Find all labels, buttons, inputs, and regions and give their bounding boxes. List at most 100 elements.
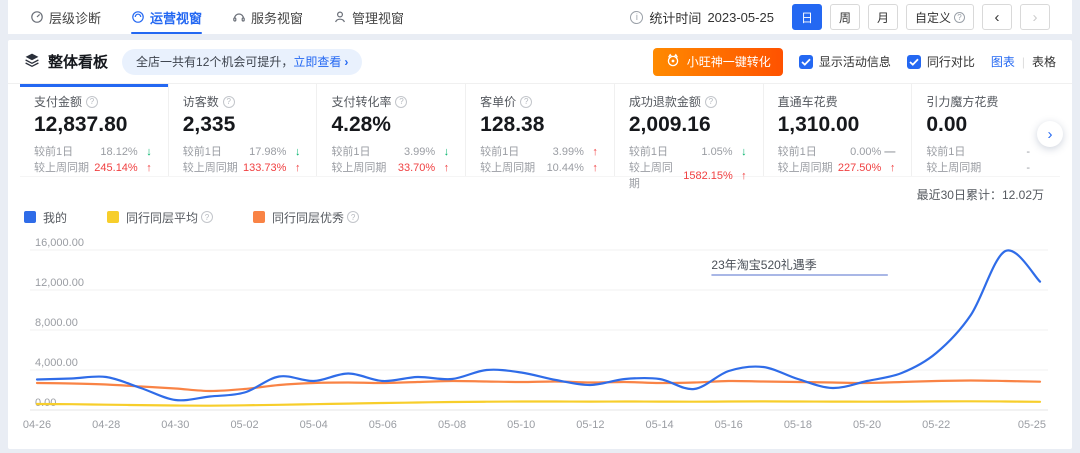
tab-service-view[interactable]: 服务视窗: [232, 0, 303, 34]
metric-card-ylmf-spend[interactable]: 引力魔方花费 0.00 较前1日 - 较上周同期 -: [912, 84, 1060, 176]
operations-icon: [131, 10, 145, 24]
trend-line-chart: 0.004,000.008,000.0012,000.0016,000.0004…: [23, 237, 1048, 431]
svg-text:05-25: 05-25: [1018, 419, 1046, 431]
stat-time-label: 统计时间: [649, 10, 702, 26]
period-week-button[interactable]: 周: [829, 4, 860, 30]
cards-next-button[interactable]: [1037, 121, 1063, 147]
period-custom-label: 自定义: [914, 10, 951, 25]
compare-value: -: [1026, 146, 1031, 158]
legend-label: 同行同层优秀: [272, 210, 345, 225]
metric-title: 成功退款金额: [628, 95, 701, 109]
metric-card-ztc-spend[interactable]: 直通车花费 1,310.00 较前1日 0.00% — 较上周同期 227.50% ↑: [764, 84, 913, 176]
metric-cards-row: 支付金额 12,837.80 较前1日 18.12% ↓ 较上周同期 245.14% ↑…: [20, 84, 1060, 190]
trend-arrow-icon: ↑: [443, 162, 450, 174]
period-day-button[interactable]: 日: [791, 4, 822, 30]
compare-value: 3.99%: [552, 146, 584, 158]
divider: |: [1021, 54, 1025, 69]
period-custom-button[interactable]: 自定义: [905, 4, 974, 30]
page-title: 整体看板: [48, 54, 109, 71]
legend-item-mine[interactable]: 我的: [24, 209, 67, 226]
panel-header: 整体看板 全店一共有12个机会可提升， 立即查看 小旺神一键转化 显示活: [8, 40, 1072, 84]
trend-arrow-icon: ↑: [741, 170, 747, 182]
svg-text:12,000.00: 12,000.00: [35, 277, 84, 289]
trend-arrow-icon: ↓: [741, 146, 747, 158]
wangshen-convert-button[interactable]: 小旺神一键转化: [652, 47, 783, 76]
show-activity-checkbox[interactable]: 显示活动信息: [798, 53, 891, 70]
compare-label: 较前1日: [628, 146, 668, 158]
tab-label: 管理视窗: [352, 10, 405, 26]
compare-label: 较上周同期: [182, 162, 238, 174]
compare-label: 较前1日: [777, 146, 817, 158]
compare-value: 3.99%: [403, 146, 436, 158]
legend-swatch: [24, 211, 36, 223]
legend-label: 我的: [43, 210, 68, 225]
layers-icon: [24, 52, 40, 71]
trend-arrow-icon: ↑: [592, 162, 598, 174]
trend-arrow-icon: ↓: [294, 146, 301, 158]
svg-text:4,000.00: 4,000.00: [35, 357, 78, 369]
info-icon: [222, 95, 235, 108]
help-icon: [954, 11, 965, 23]
compare-value: -: [1026, 162, 1031, 174]
tab-label: 层级诊断: [49, 10, 102, 26]
legend-item-peer-excellent[interactable]: 同行同层优秀: [253, 209, 360, 226]
view-toggle: 图表 | 表格: [991, 53, 1056, 70]
compare-label: 较上周同期: [34, 162, 89, 174]
next-date-button[interactable]: [1020, 4, 1050, 30]
view-chart-tab[interactable]: 图表: [990, 55, 1015, 69]
trend-arrow-icon: ↑: [592, 146, 598, 158]
view-now-link[interactable]: 立即查看: [293, 55, 342, 69]
legend-item-peer-average[interactable]: 同行同层平均: [107, 209, 214, 226]
compare-label: 较前1日: [34, 146, 74, 158]
chart-legend: 我的 同行同层平均 同行同层优秀: [8, 205, 1072, 229]
overview-panel: 整体看板 全店一共有12个机会可提升， 立即查看 小旺神一键转化 显示活: [8, 40, 1072, 449]
metric-value: 128.38: [480, 113, 545, 136]
trend-arrow-icon: —: [884, 146, 896, 158]
compare-value: 133.73%: [243, 162, 287, 174]
nav-right: 统计时间 2023-05-25 日 周 月 自定义: [630, 4, 1050, 30]
svg-text:8,000.00: 8,000.00: [35, 317, 78, 329]
prev-date-button[interactable]: [982, 4, 1012, 30]
compare-label: 较前1日: [331, 146, 371, 158]
trend-arrow-icon: ↑: [889, 162, 896, 174]
management-icon: [333, 10, 347, 24]
svg-text:05-10: 05-10: [507, 419, 535, 431]
metric-value: 2,009.16: [628, 113, 711, 136]
metric-card-avg-order-value[interactable]: 客单价 128.38 较前1日 3.99% ↑ 较上周同期 10.44% ↑: [466, 84, 615, 176]
view-table-tab[interactable]: 表格: [1031, 55, 1056, 69]
svg-text:05-16: 05-16: [715, 419, 743, 431]
metric-card-conversion-rate[interactable]: 支付转化率 4.28% 较前1日 3.99% ↓ 较上周同期 33.70% ↑: [317, 84, 467, 176]
info-icon: [630, 10, 644, 24]
peer-compare-checkbox[interactable]: 同行对比: [906, 53, 975, 70]
stat-time-value: 2023-05-25: [707, 9, 774, 25]
tab-label: 服务视窗: [251, 10, 304, 26]
tab-operations-view[interactable]: 运营视窗: [131, 0, 203, 34]
tab-level-diagnosis[interactable]: 层级诊断: [30, 0, 101, 34]
compare-value: 17.98%: [249, 146, 287, 158]
legend-swatch: [107, 211, 120, 223]
compare-value: 245.14%: [94, 162, 138, 174]
svg-text:23年淘宝520礼遇季: 23年淘宝520礼遇季: [711, 257, 816, 272]
service-icon: [232, 10, 246, 24]
compare-value: 1.05%: [701, 146, 733, 158]
metric-title: 引力魔方花费: [926, 95, 999, 109]
metric-card-payment-amount[interactable]: 支付金额 12,837.80 较前1日 18.12% ↓ 较上周同期 245.14% ↑: [20, 84, 169, 176]
compare-value: 0.00%: [850, 146, 882, 158]
legend-label: 同行同层平均: [126, 210, 199, 225]
metric-value: 2,335: [182, 113, 236, 136]
checkbox-checked-icon: [906, 54, 921, 69]
compare-label: 较前1日: [182, 146, 222, 158]
tab-management-view[interactable]: 管理视窗: [333, 0, 404, 34]
svg-text:04-26: 04-26: [23, 419, 51, 431]
metric-card-refund-amount[interactable]: 成功退款金额 2,009.16 较前1日 1.05% ↓ 较上周同期 1582.15%…: [615, 84, 764, 190]
diagnosis-icon: [30, 10, 44, 24]
trend-arrow-icon: ↑: [146, 162, 152, 174]
metric-card-visitors[interactable]: 访客数 2,335 较前1日 17.98% ↓ 较上周同期 133.73% ↑: [169, 84, 318, 176]
period-month-button[interactable]: 月: [867, 4, 898, 30]
compare-value: 18.12%: [100, 146, 138, 158]
peer-compare-label: 同行对比: [926, 55, 975, 69]
metric-value: 4.28%: [331, 113, 391, 136]
info-icon: [86, 95, 99, 108]
compare-label: 较上周同期: [480, 162, 536, 174]
metric-title: 直通车花费: [777, 95, 838, 109]
